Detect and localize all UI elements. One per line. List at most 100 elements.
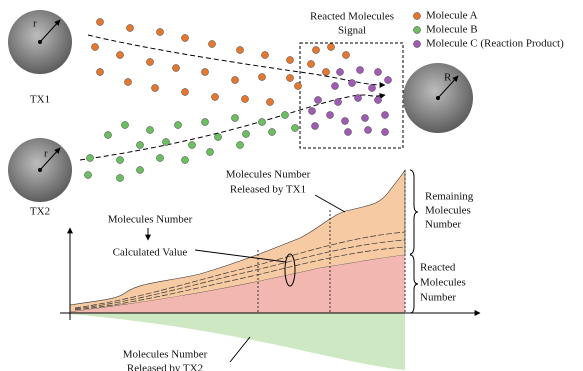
annotation: Molecules Number bbox=[226, 169, 311, 181]
molecule bbox=[262, 52, 269, 59]
annotation: Released by TX2 bbox=[127, 363, 203, 371]
tx2-label: TX2 bbox=[30, 206, 50, 218]
molecule bbox=[202, 119, 209, 126]
legend-label: Molecule B bbox=[426, 24, 478, 36]
molecule bbox=[335, 99, 342, 106]
molecule bbox=[267, 99, 274, 106]
molecule bbox=[117, 157, 124, 164]
molecule bbox=[157, 29, 164, 36]
molecule bbox=[87, 155, 94, 162]
tx1-label: TX1 bbox=[30, 94, 50, 106]
molecule bbox=[189, 142, 196, 149]
molecule bbox=[315, 97, 322, 104]
annotation: Molecules Number bbox=[123, 349, 208, 361]
molecule bbox=[282, 112, 289, 119]
molecule bbox=[328, 44, 335, 51]
molecule bbox=[259, 119, 266, 126]
molecule bbox=[327, 112, 334, 119]
tx2-sphere: r bbox=[8, 138, 72, 202]
molecule bbox=[182, 89, 189, 96]
molecule bbox=[243, 131, 250, 138]
legend: Molecule A Molecule B Molecule C (Reaction… bbox=[414, 10, 565, 50]
molecule bbox=[375, 69, 382, 76]
molecule bbox=[209, 41, 216, 48]
pointer bbox=[230, 337, 250, 362]
molecule bbox=[117, 175, 124, 182]
molecule bbox=[173, 65, 180, 72]
molecule bbox=[97, 69, 104, 76]
molecule bbox=[182, 35, 189, 42]
annotation: Remaining bbox=[425, 191, 474, 203]
molecule bbox=[163, 139, 170, 146]
molecule bbox=[127, 25, 134, 32]
molecule bbox=[137, 142, 144, 149]
diagram: r TX1 r TX2 Reacted Molecules Signal R M… bbox=[0, 0, 583, 371]
molecule bbox=[309, 108, 316, 115]
molecule bbox=[175, 122, 182, 129]
molecule bbox=[92, 44, 99, 51]
annotation: Number bbox=[425, 219, 461, 231]
molecule bbox=[313, 47, 320, 54]
molecule bbox=[343, 52, 350, 59]
molecule bbox=[287, 75, 294, 82]
molecule bbox=[182, 157, 189, 164]
molecule bbox=[355, 95, 362, 102]
receiver-sphere: R bbox=[403, 63, 473, 133]
molecule bbox=[147, 127, 154, 134]
annotation: Molecules Number bbox=[108, 214, 193, 226]
molecule bbox=[202, 69, 209, 76]
annotation: Reacted bbox=[420, 262, 456, 274]
molecule bbox=[232, 115, 239, 122]
molecule bbox=[357, 67, 364, 74]
molecule bbox=[323, 69, 330, 76]
annotation: Molecules bbox=[425, 205, 471, 217]
legend-swatch bbox=[414, 13, 421, 20]
molecule bbox=[85, 172, 92, 179]
box-title: Signal bbox=[338, 25, 366, 37]
molecule bbox=[242, 96, 249, 103]
molecule bbox=[375, 97, 382, 104]
molecule bbox=[97, 19, 104, 26]
molecule bbox=[122, 122, 129, 129]
radius-label: R bbox=[444, 72, 452, 84]
molecule bbox=[117, 52, 124, 59]
legend-swatch bbox=[414, 41, 421, 48]
annotation: Released by TX1 bbox=[230, 184, 306, 196]
molecule bbox=[237, 47, 244, 54]
tx1-sphere: r bbox=[8, 10, 72, 74]
molecule bbox=[287, 57, 294, 64]
legend-label: Molecule A bbox=[426, 10, 478, 22]
molecule bbox=[215, 134, 222, 141]
molecule bbox=[345, 129, 352, 136]
legend-label: Molecule C (Reaction Product) bbox=[426, 38, 564, 50]
molecule bbox=[349, 80, 356, 87]
molecule bbox=[207, 149, 214, 156]
molecule bbox=[147, 59, 154, 66]
molecule bbox=[105, 132, 112, 139]
annotation: Number bbox=[420, 292, 456, 304]
molecule bbox=[332, 83, 339, 90]
legend-swatch bbox=[414, 27, 421, 34]
brace bbox=[410, 255, 418, 313]
molecule bbox=[125, 79, 132, 86]
molecule bbox=[337, 69, 344, 76]
molecule bbox=[259, 74, 266, 81]
molecule bbox=[157, 155, 164, 162]
molecule bbox=[382, 129, 389, 136]
pointer bbox=[315, 195, 345, 212]
annotation: Calculated Value bbox=[113, 247, 188, 259]
tx2-area bbox=[70, 313, 405, 370]
molecule bbox=[312, 123, 319, 130]
molecule bbox=[295, 83, 302, 90]
molecule bbox=[212, 94, 219, 101]
molecule bbox=[365, 127, 372, 134]
molecule bbox=[152, 85, 159, 92]
molecule bbox=[137, 167, 144, 174]
molecule bbox=[269, 129, 276, 136]
page: {"tx1": {"radius_label": "r", "label": "… bbox=[0, 0, 583, 371]
radius-label: r bbox=[33, 18, 37, 30]
molecule bbox=[237, 142, 244, 149]
molecule bbox=[362, 115, 369, 122]
molecule bbox=[342, 118, 349, 125]
molecule bbox=[308, 61, 315, 68]
